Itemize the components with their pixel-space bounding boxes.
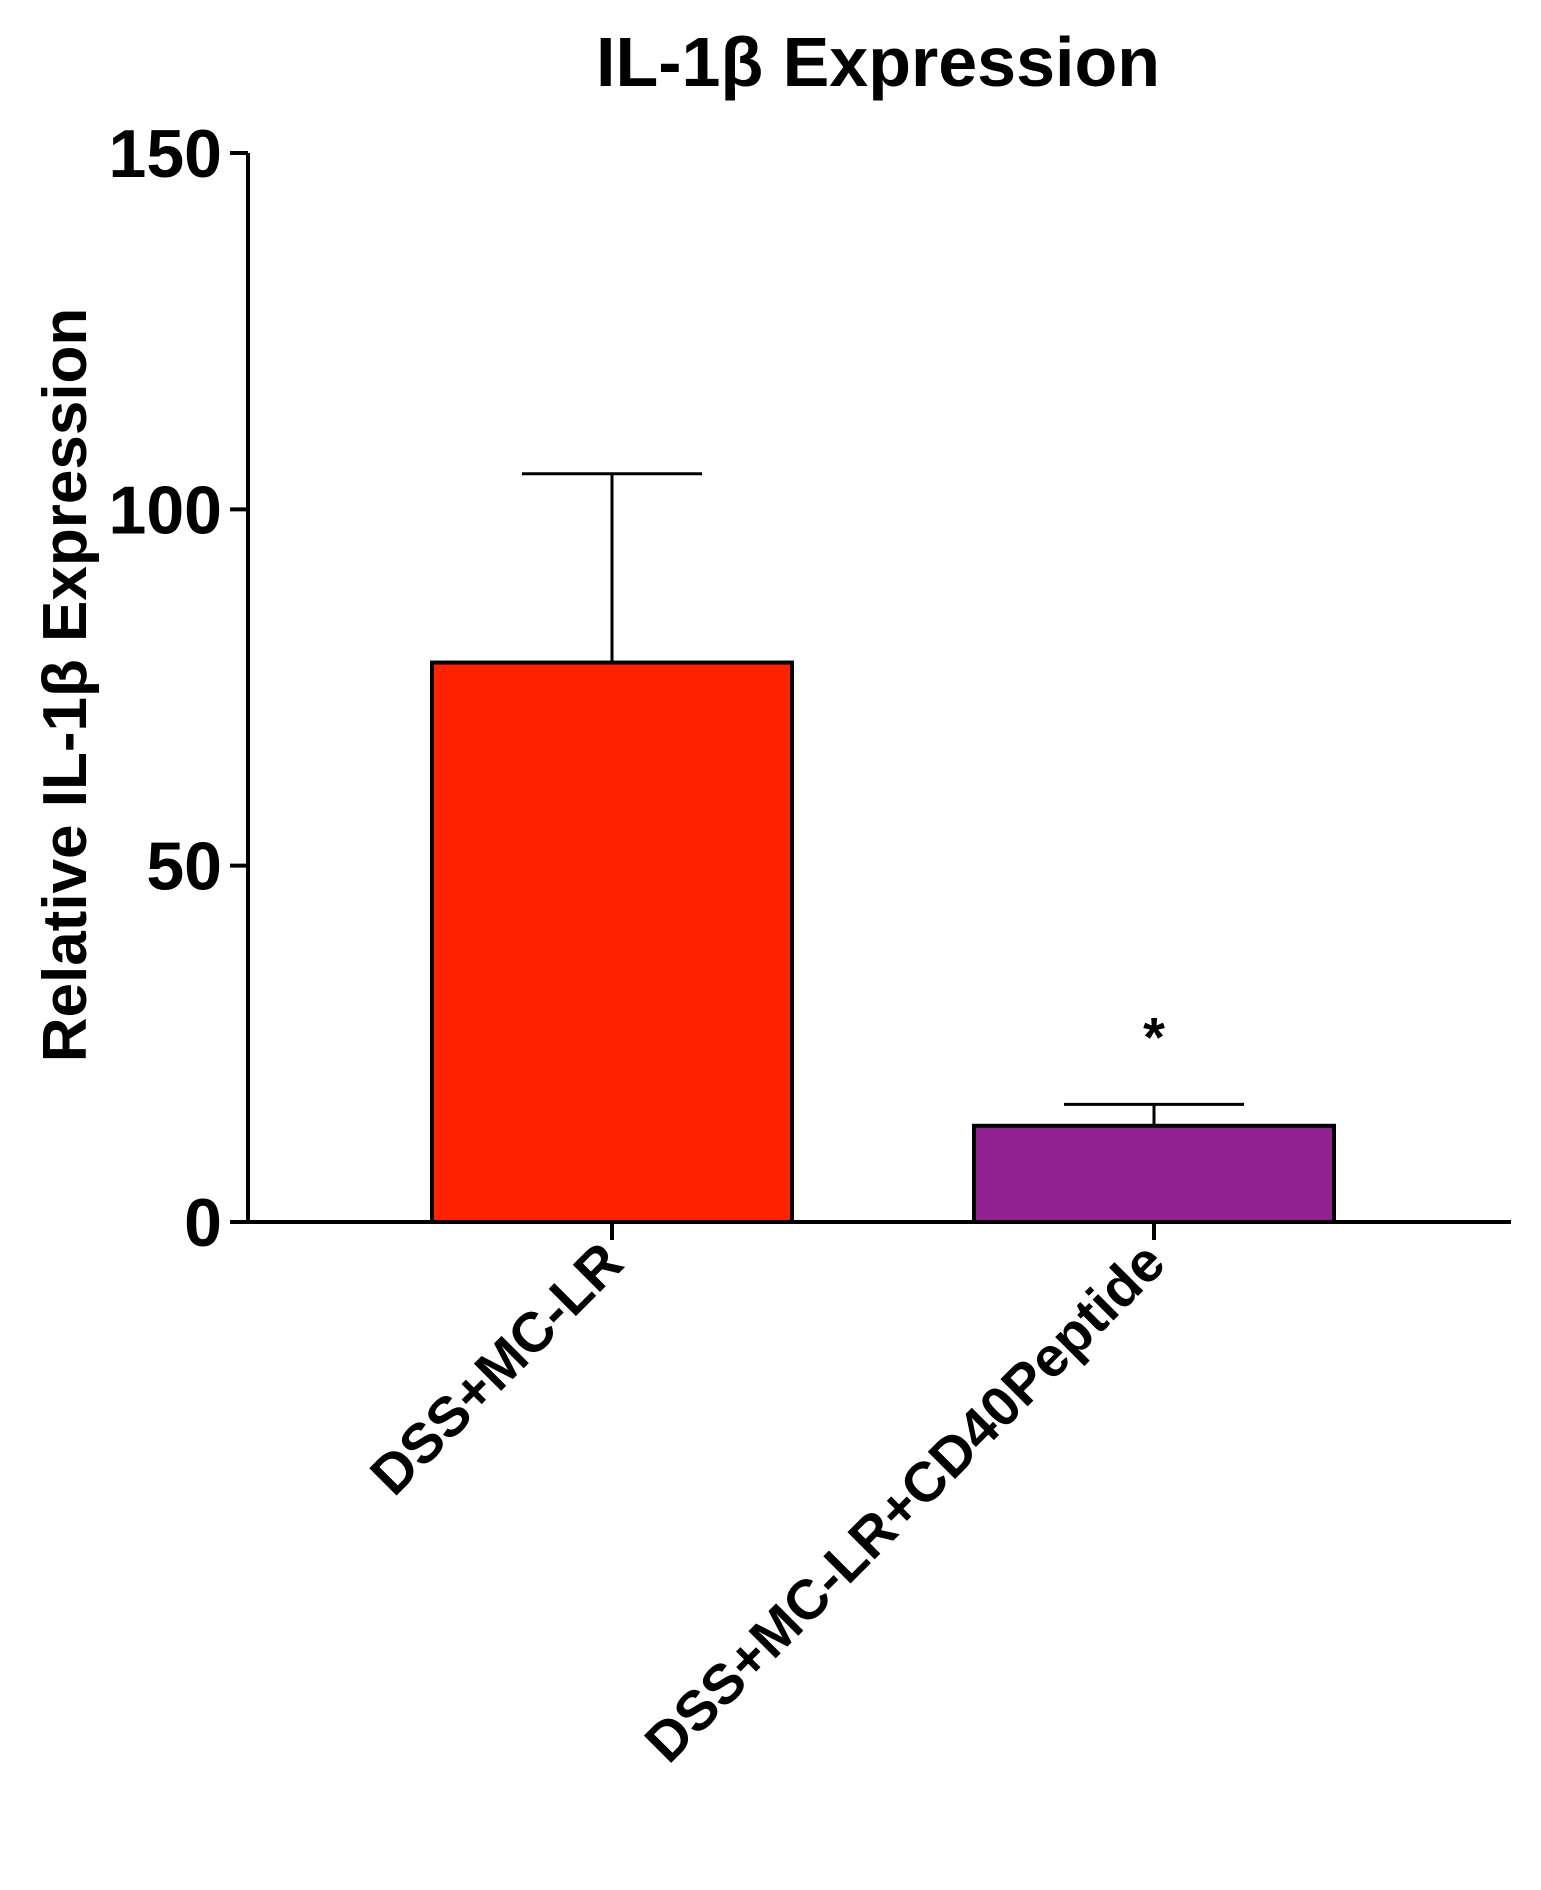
- x-tick-label: DSS+MC-LR+CD40Peptide: [632, 1230, 1176, 1774]
- annotations: *: [1143, 1005, 1165, 1068]
- bar-1: [430, 660, 794, 1224]
- y-tick-label: 50: [146, 829, 222, 905]
- y-tick-label: 150: [109, 116, 222, 192]
- y-ticks: 0 50 100 150: [109, 116, 248, 1261]
- error-bars: [522, 472, 1244, 1126]
- chart-title: IL-1β Expression: [596, 23, 1160, 101]
- x-tick-label: DSS+MC-LR: [358, 1230, 635, 1507]
- y-tick-label: 0: [184, 1185, 222, 1261]
- significance-marker: *: [1143, 1005, 1165, 1068]
- bar-2: [972, 1123, 1336, 1225]
- y-axis-label: Relative IL-1β Expression: [31, 308, 100, 1063]
- bars: [430, 660, 1336, 1225]
- y-tick-label: 100: [109, 472, 222, 548]
